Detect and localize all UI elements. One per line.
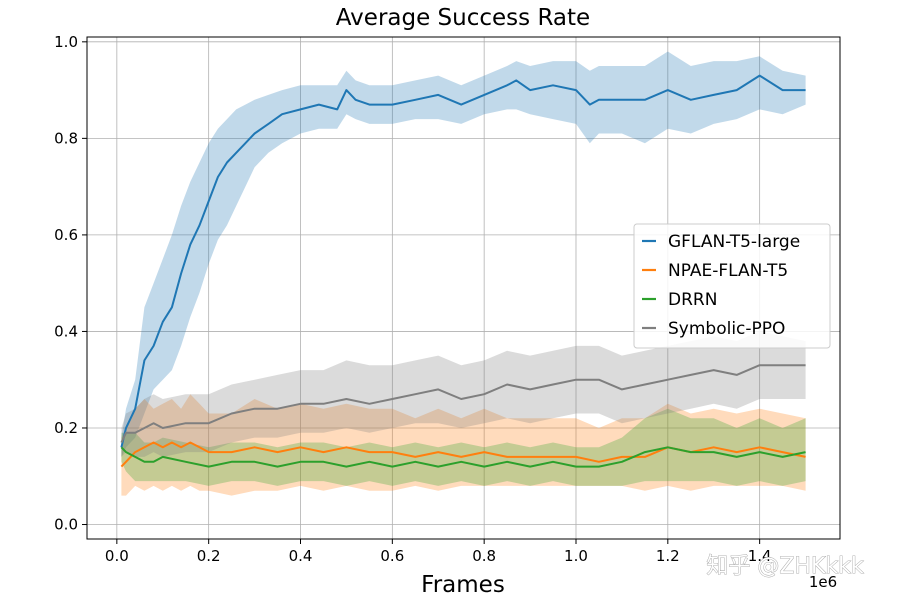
y-tick-label: 0.6 — [54, 226, 78, 244]
y-tick-label: 0.2 — [54, 419, 78, 437]
legend-label-gflan-t5-large: GFLAN-T5-large — [668, 232, 800, 252]
x-tick-label: 0.6 — [380, 547, 404, 565]
line-symbolic-ppo — [120, 364, 806, 443]
legend-label-npae-flan-t5: NPAE-FLAN-T5 — [668, 261, 788, 281]
x-tick-label: 1.2 — [656, 547, 680, 565]
y-tick-label: 1.0 — [54, 33, 78, 51]
y-tick-label: 0.8 — [54, 129, 78, 147]
line-gflan-t5-large — [120, 74, 806, 448]
x-tick-label: 1.4 — [748, 547, 772, 565]
legend: GFLAN-T5-large NPAE-FLAN-T5 DRRN Symbolic-P… — [633, 223, 831, 349]
plot-frame — [86, 36, 841, 540]
legend-label-symbolic-ppo: Symbolic-PPO — [668, 319, 785, 339]
x-tick-label: 0.8 — [472, 547, 496, 565]
band-npae-flan-t5 — [121, 394, 806, 496]
confidence-bands — [121, 51, 806, 496]
band-gflan-t5-large — [121, 51, 806, 457]
legend-label-drrn: DRRN — [668, 290, 717, 310]
y-tick-label: 0.0 — [54, 516, 78, 534]
grid-layer — [87, 37, 840, 539]
series-lines — [120, 74, 806, 468]
band-symbolic-ppo — [121, 331, 806, 457]
x-axis-offset-label: 1e6 — [809, 573, 837, 591]
x-tick-label: 1.0 — [564, 547, 588, 565]
band-drrn — [121, 408, 806, 486]
axis-ticks: 0.0 0.2 0.4 0.6 0.8 1.0 1.2 1.4 0.0 0.2 0.4 0.6 0.8 1… — [54, 33, 771, 565]
x-tick-label: 0.4 — [289, 547, 313, 565]
legend-box — [633, 223, 831, 349]
x-tick-label: 0.0 — [105, 547, 129, 565]
line-drrn — [120, 446, 806, 468]
chart-title: Average Success Rate — [336, 5, 590, 31]
y-tick-label: 0.4 — [54, 322, 78, 340]
watermark: 知乎 @ZHKkkk — [706, 554, 864, 579]
x-axis-label: Frames — [421, 572, 505, 598]
x-tick-label: 0.2 — [197, 547, 221, 565]
